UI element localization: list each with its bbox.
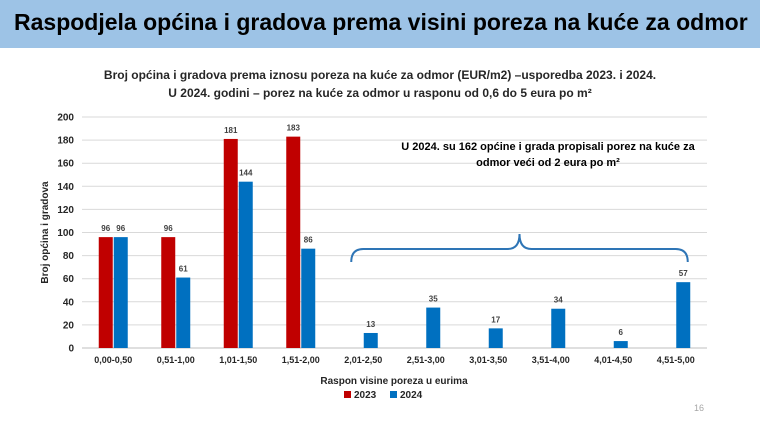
- annotation-text: odmor veći od 2 eura po m²: [476, 157, 620, 169]
- data-label: 181: [224, 126, 238, 135]
- x-tick-label: 2,01-2,50: [344, 355, 382, 365]
- page-title: Raspodjela općina i gradova prema visini…: [14, 9, 748, 35]
- page-number: 16: [693, 403, 704, 413]
- bar-2024: [363, 332, 378, 348]
- x-tick-label: 4,51-5,00: [657, 355, 695, 365]
- data-label: 57: [679, 269, 688, 278]
- data-label: 13: [366, 320, 375, 329]
- y-axis-label: Broj općina i gradova: [40, 181, 51, 284]
- bar-2024: [426, 307, 441, 348]
- bar-2024: [488, 328, 503, 348]
- data-label: 96: [164, 224, 173, 233]
- data-label: 183: [287, 124, 301, 133]
- bar-2023: [98, 237, 113, 348]
- bar-2023: [286, 136, 301, 348]
- bar-2024: [613, 341, 628, 348]
- x-tick-label: 3,51-4,00: [532, 355, 570, 365]
- bar-2023: [223, 138, 238, 348]
- bar-2024: [551, 308, 566, 348]
- data-label: 61: [179, 265, 188, 274]
- bar-2024: [113, 237, 128, 348]
- x-tick-label: 3,01-3,50: [469, 355, 507, 365]
- bar-2024: [176, 277, 191, 348]
- legend-label-2024: 2024: [400, 390, 423, 401]
- x-tick-label: 4,01-4,50: [594, 355, 632, 365]
- x-axis-label: Raspon visine poreza u eurima: [320, 376, 468, 387]
- bar-2024: [238, 181, 253, 348]
- header-bar: Raspodjela općina i gradova prema visini…: [0, 0, 760, 48]
- x-tick-label: 0,51-1,00: [157, 355, 195, 365]
- y-tick-label: 100: [57, 228, 74, 239]
- y-tick-label: 200: [57, 113, 74, 124]
- y-tick-label: 20: [63, 320, 75, 331]
- x-tick-label: 1,01-1,50: [219, 355, 257, 365]
- data-label: 96: [116, 224, 125, 233]
- y-tick-label: 0: [68, 344, 74, 355]
- y-tick-label: 80: [63, 251, 75, 262]
- x-tick-label: 1,51-2,00: [282, 355, 320, 365]
- y-tick-label: 40: [63, 297, 75, 308]
- annotation-text: U 2024. su 162 općine i grada propisali …: [401, 141, 695, 153]
- chart-subtitle: U 2024. godini – porez na kuće za odmor …: [168, 86, 592, 100]
- x-tick-label: 2,51-3,00: [407, 355, 445, 365]
- bar-2023: [161, 237, 176, 348]
- y-tick-label: 180: [57, 136, 74, 147]
- bar-2024: [676, 282, 691, 348]
- y-tick-label: 160: [57, 159, 74, 170]
- data-label: 86: [304, 236, 313, 245]
- chart-title: Broj općina i gradova prema iznosu porez…: [103, 68, 657, 82]
- data-label: 34: [554, 296, 563, 305]
- data-label: 17: [491, 315, 500, 324]
- y-tick-label: 60: [63, 274, 75, 285]
- bar-2024: [301, 248, 316, 348]
- x-tick-label: 0,00-0,50: [94, 355, 132, 365]
- y-tick-label: 140: [57, 182, 74, 193]
- data-label: 96: [101, 224, 110, 233]
- legend-swatch-2024: [390, 391, 397, 398]
- legend-swatch-2023: [344, 391, 351, 398]
- data-label: 144: [239, 169, 253, 178]
- legend-label-2023: 2023: [354, 390, 377, 401]
- range-brace: [350, 233, 689, 263]
- y-tick-label: 120: [57, 205, 74, 216]
- data-label: 35: [429, 295, 438, 304]
- data-label: 6: [619, 328, 624, 337]
